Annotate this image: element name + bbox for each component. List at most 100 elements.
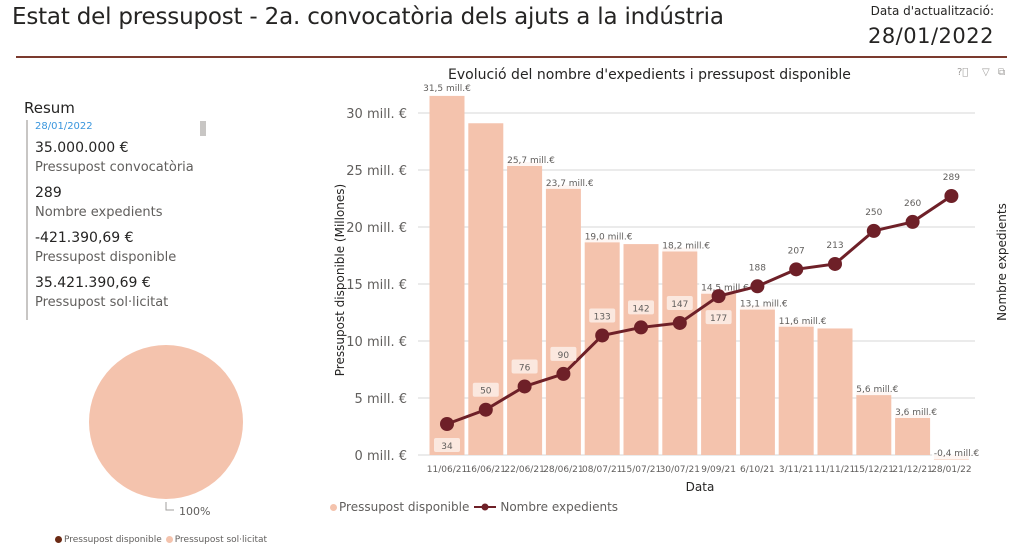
bar[interactable] — [662, 247, 698, 455]
line-label-bg — [628, 300, 654, 315]
bar[interactable] — [856, 391, 892, 455]
pie-legend-label: Pressupost disponible — [64, 535, 162, 545]
kpi-value-expedients: 289 — [35, 185, 62, 201]
y-tick-label: 10 mill. € — [346, 335, 407, 350]
legend-label: Pressupost disponible — [339, 500, 470, 514]
bar-label-bg — [854, 383, 912, 396]
line-label-bg — [472, 382, 499, 397]
bar-data-label: 14,5 mill.€ — [701, 284, 749, 294]
line-point[interactable] — [478, 402, 493, 417]
y-tick-label: 15 mill. € — [346, 278, 407, 293]
line-point[interactable] — [789, 262, 804, 277]
pie-legend-label: Pressupost sol·licitat — [174, 535, 268, 545]
line-data-label: 34 — [441, 442, 453, 452]
pie-legend-item-disponible[interactable]: Pressupost disponible — [55, 535, 162, 545]
pie-data-label: 100% — [179, 505, 210, 518]
bar-label-bg — [415, 81, 479, 94]
legend-item-expedients[interactable]: Nombre expedients — [473, 500, 618, 514]
line-point[interactable] — [556, 366, 571, 381]
bar-label-bg — [737, 297, 801, 310]
legend-dot-icon — [55, 536, 62, 543]
line-label-bg — [589, 308, 616, 323]
y-axis-title-right: Nombre expedients — [995, 203, 1009, 321]
chart-legend: Pressupost disponible Nombre expedients — [330, 500, 618, 514]
y-axis-title-left: Pressupost disponible (Millones) — [333, 184, 347, 376]
x-tick-label: 15/07/21 — [621, 465, 661, 475]
x-tick-label: 08/07/21 — [582, 465, 622, 475]
line-point[interactable] — [711, 289, 726, 304]
y-tick-label: 5 mill. € — [355, 392, 407, 407]
line-point[interactable] — [750, 279, 765, 294]
line-data-label: 250 — [865, 208, 882, 218]
bar[interactable] — [739, 305, 775, 455]
bar-data-label: 25,7 mill.€ — [507, 156, 555, 166]
line-data-label: 177 — [710, 314, 727, 324]
bar-data-label: 5,6 mill.€ — [856, 385, 898, 395]
line-data-label: 50 — [480, 387, 492, 397]
bar-data-label: 18,2 mill.€ — [662, 242, 710, 252]
x-tick-label: 3/11/21 — [779, 465, 814, 475]
bar-label-bg — [582, 230, 645, 243]
bar-label-bg — [776, 314, 839, 327]
legend-dot-icon — [330, 503, 337, 511]
line-label-bg — [434, 438, 460, 452]
focus-mode-icon[interactable]: ⧉ — [998, 67, 1006, 78]
bar[interactable] — [429, 95, 465, 456]
line-point[interactable] — [672, 315, 687, 330]
bar[interactable] — [623, 244, 659, 455]
bar-label-bg — [660, 239, 723, 252]
bar-label-bg — [893, 405, 951, 418]
bar[interactable] — [507, 162, 543, 455]
line-point[interactable] — [517, 379, 532, 394]
x-tick-label: 11/06/21 — [427, 465, 467, 475]
legend-dot-icon — [165, 536, 173, 543]
page-title: Estat del pressupost - 2a. convocatòria … — [12, 4, 724, 30]
line-point[interactable] — [905, 214, 920, 229]
pie-chart: 100% — [89, 345, 243, 518]
line-point[interactable] — [440, 417, 454, 431]
update-date: 28/01/2022 — [867, 24, 994, 48]
pie-slice[interactable] — [89, 345, 243, 499]
line-data-label: 147 — [671, 300, 688, 310]
x-tick-label: 22/06/21 — [504, 465, 544, 475]
line-data-label: 289 — [943, 173, 960, 183]
bar-label-bg — [543, 176, 607, 189]
y-tick-label: 20 mill. € — [346, 221, 407, 236]
help-icon[interactable]: ?⃝ — [957, 67, 969, 78]
bar[interactable] — [817, 328, 853, 455]
update-label: Data d'actualització: — [870, 4, 994, 18]
bar-data-label: 13,1 mill.€ — [740, 300, 788, 310]
line-point[interactable] — [634, 320, 648, 335]
bar[interactable] — [545, 184, 581, 455]
kpi-label-convocatoria: Pressupost convocatòria — [35, 160, 194, 175]
legend-item-pressupost[interactable]: Pressupost disponible — [330, 500, 469, 514]
bar[interactable] — [778, 322, 814, 455]
line-data-label: 142 — [632, 304, 649, 314]
bar[interactable] — [468, 123, 504, 455]
kpi-value-disponible: -421.390,69 € — [35, 230, 134, 246]
line-label-bg — [511, 359, 538, 374]
line-label-bg — [550, 346, 577, 361]
bar-label-bg — [505, 154, 568, 167]
bar-data-label: 11,6 mill.€ — [779, 317, 827, 327]
line-point[interactable] — [866, 223, 881, 238]
bar[interactable] — [895, 413, 931, 455]
line-point[interactable] — [595, 328, 610, 343]
line-point[interactable] — [944, 189, 959, 203]
title-divider — [16, 56, 1007, 58]
y-tick-label: 0 mill. € — [355, 449, 407, 464]
x-axis-title: Data — [686, 480, 715, 494]
x-tick-label: 28/06/21 — [543, 465, 583, 475]
line-label-bg — [666, 295, 693, 310]
pie-legend-item-solicitat[interactable]: Pressupost sol·licitat — [165, 535, 268, 545]
line-data-label: 213 — [826, 241, 843, 251]
pie-label-leader — [165, 502, 174, 511]
bar-data-label: 23,7 mill.€ — [546, 179, 594, 189]
bar-data-label: 3,6 mill.€ — [895, 408, 937, 418]
filter-icon[interactable]: ▽ — [982, 67, 990, 78]
resum-scrollbar[interactable] — [200, 121, 206, 136]
x-tick-label: 16/06/21 — [466, 465, 506, 475]
line-point[interactable] — [828, 256, 842, 271]
x-tick-label: 11/11/21 — [815, 465, 855, 475]
